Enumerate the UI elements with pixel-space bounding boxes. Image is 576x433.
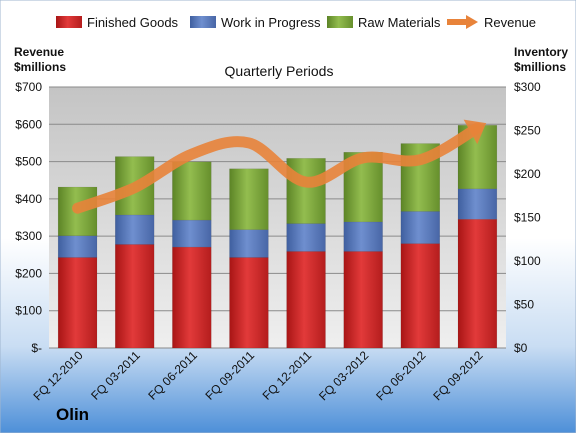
left-tick-label: $200 (15, 266, 42, 280)
right-axis-title-line1: Inventory (514, 45, 568, 59)
company-name: Olin (56, 405, 89, 424)
left-tick-label: $100 (15, 304, 42, 318)
bar-raw-materials (286, 158, 326, 224)
bar-finished-goods (115, 244, 155, 349)
right-tick-label: $0 (514, 341, 528, 355)
left-tick-label: $600 (15, 117, 42, 131)
left-axis-title-line1: Revenue (14, 45, 64, 59)
bar-raw-materials (229, 168, 269, 230)
right-tick-label: $200 (514, 167, 541, 181)
bar-finished-goods (286, 251, 326, 349)
right-tick-label: $100 (514, 254, 541, 268)
bar-work-in-progress (229, 229, 269, 258)
legend-label-work-in-progress: Work in Progress (221, 15, 321, 30)
left-tick-label: $300 (15, 229, 42, 243)
legend-swatch-work-in-progress (190, 16, 216, 28)
legend-label-finished-goods: Finished Goods (87, 15, 179, 30)
right-axis-title-line2: $millions (514, 60, 566, 74)
bar-finished-goods (400, 243, 440, 349)
bar-finished-goods (172, 246, 212, 349)
legend-label-raw-materials: Raw Materials (358, 15, 441, 30)
bar-finished-goods (457, 218, 498, 349)
revenue-line (72, 119, 487, 214)
bar-work-in-progress (172, 219, 212, 248)
bar-work-in-progress (457, 188, 498, 220)
bar-finished-goods (343, 251, 383, 349)
bar-work-in-progress (57, 235, 98, 258)
left-tick-label: $- (31, 341, 42, 355)
bar-work-in-progress (286, 223, 326, 252)
right-tick-label: $250 (514, 124, 541, 138)
bar-finished-goods (229, 257, 269, 349)
legend-swatch-raw-materials (327, 16, 353, 28)
bar-raw-materials (172, 161, 212, 221)
right-tick-label: $150 (514, 211, 541, 225)
left-axis-ticks: $- $100 $200 $300 $400 $500 $600 $700 (15, 80, 42, 355)
legend-swatch-finished-goods (56, 16, 82, 28)
revenue-arrowhead (463, 119, 487, 145)
left-tick-label: $400 (15, 192, 42, 206)
left-tick-label: $500 (15, 155, 42, 169)
bar-work-in-progress (115, 214, 155, 245)
left-tick-label: $700 (15, 80, 42, 94)
bar-work-in-progress (343, 221, 383, 252)
right-axis-ticks: $0 $50 $100 $150 $200 $250 $300 (514, 80, 541, 355)
bar-finished-goods (57, 257, 98, 349)
legend-label-revenue: Revenue (484, 15, 536, 30)
right-tick-label: $300 (514, 80, 541, 94)
left-axis-title-line2: $millions (14, 60, 66, 74)
right-tick-label: $50 (514, 298, 534, 312)
legend-swatch-revenue-arrowhead (466, 15, 478, 29)
bar-work-in-progress (400, 211, 440, 244)
legend: Finished Goods Work in Progress Raw Mate… (56, 15, 536, 30)
revenue-series-line (72, 122, 483, 214)
chart-title: Quarterly Periods (225, 63, 334, 79)
